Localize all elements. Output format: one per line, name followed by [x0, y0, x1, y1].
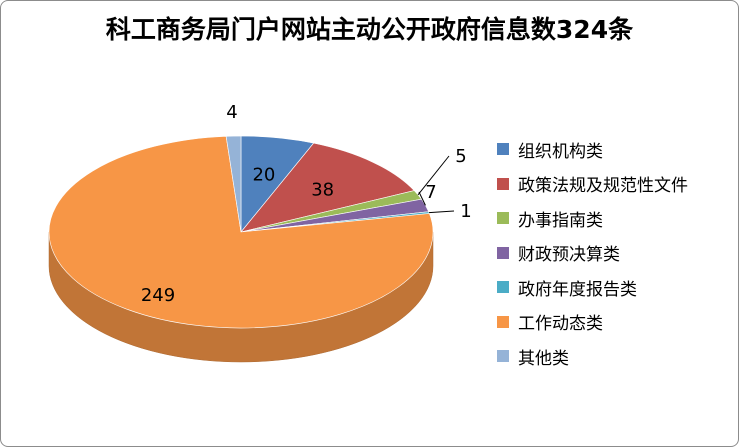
- chart-title: 科工商务局门户网站主动公开政府信息数324条: [105, 15, 634, 44]
- legend-swatch: [497, 177, 509, 190]
- legend-swatch: [497, 281, 509, 294]
- legend-swatch: [497, 350, 509, 363]
- leader-line-4: [418, 191, 426, 206]
- legend-item-4: 财政预决算类: [497, 236, 688, 271]
- slice-7: [225, 135, 242, 233]
- legend-label: 组织机构类: [518, 141, 603, 162]
- data-label-4: 7: [425, 182, 436, 203]
- legend-item-1: 组织机构类: [497, 132, 688, 167]
- leader-line-5: [429, 210, 455, 214]
- slice-6: [48, 135, 434, 329]
- data-label-6: 249: [141, 285, 175, 306]
- slice-2: [240, 142, 415, 233]
- legend-swatch: [497, 212, 509, 225]
- legend-item-3: 办事指南类: [497, 201, 688, 236]
- legend-label: 财政预决算类: [518, 245, 620, 266]
- legend-item-6: 工作动态类: [497, 305, 688, 340]
- leader-line-3: [417, 155, 450, 196]
- legend-swatch: [497, 143, 509, 156]
- data-label-5: 1: [460, 201, 471, 222]
- chart-legend: 组织机构类政策法规及规范性文件 办事指南类财政预决算类 政府年度报告类 工作动态类其他…: [497, 132, 688, 374]
- legend-label: 政府年度报告类: [518, 279, 637, 300]
- legend-label: 其他类: [518, 348, 569, 369]
- legend-label: 政策法规及规范性文件: [518, 176, 688, 197]
- data-label-1: 20: [252, 165, 275, 186]
- legend-label: 办事指南类: [518, 210, 603, 231]
- legend-swatch: [497, 246, 509, 259]
- data-label-7: 4: [226, 102, 237, 123]
- legend-item-7: 其他类: [497, 339, 688, 374]
- legend-swatch: [497, 315, 509, 328]
- data-label-3: 5: [455, 146, 466, 167]
- legend-item-2: 政策法规及规范性文件: [497, 167, 688, 202]
- data-label-2: 38: [311, 180, 334, 201]
- legend-item-5: 政府年度报告类: [497, 270, 688, 305]
- legend-label: 工作动态类: [518, 314, 603, 335]
